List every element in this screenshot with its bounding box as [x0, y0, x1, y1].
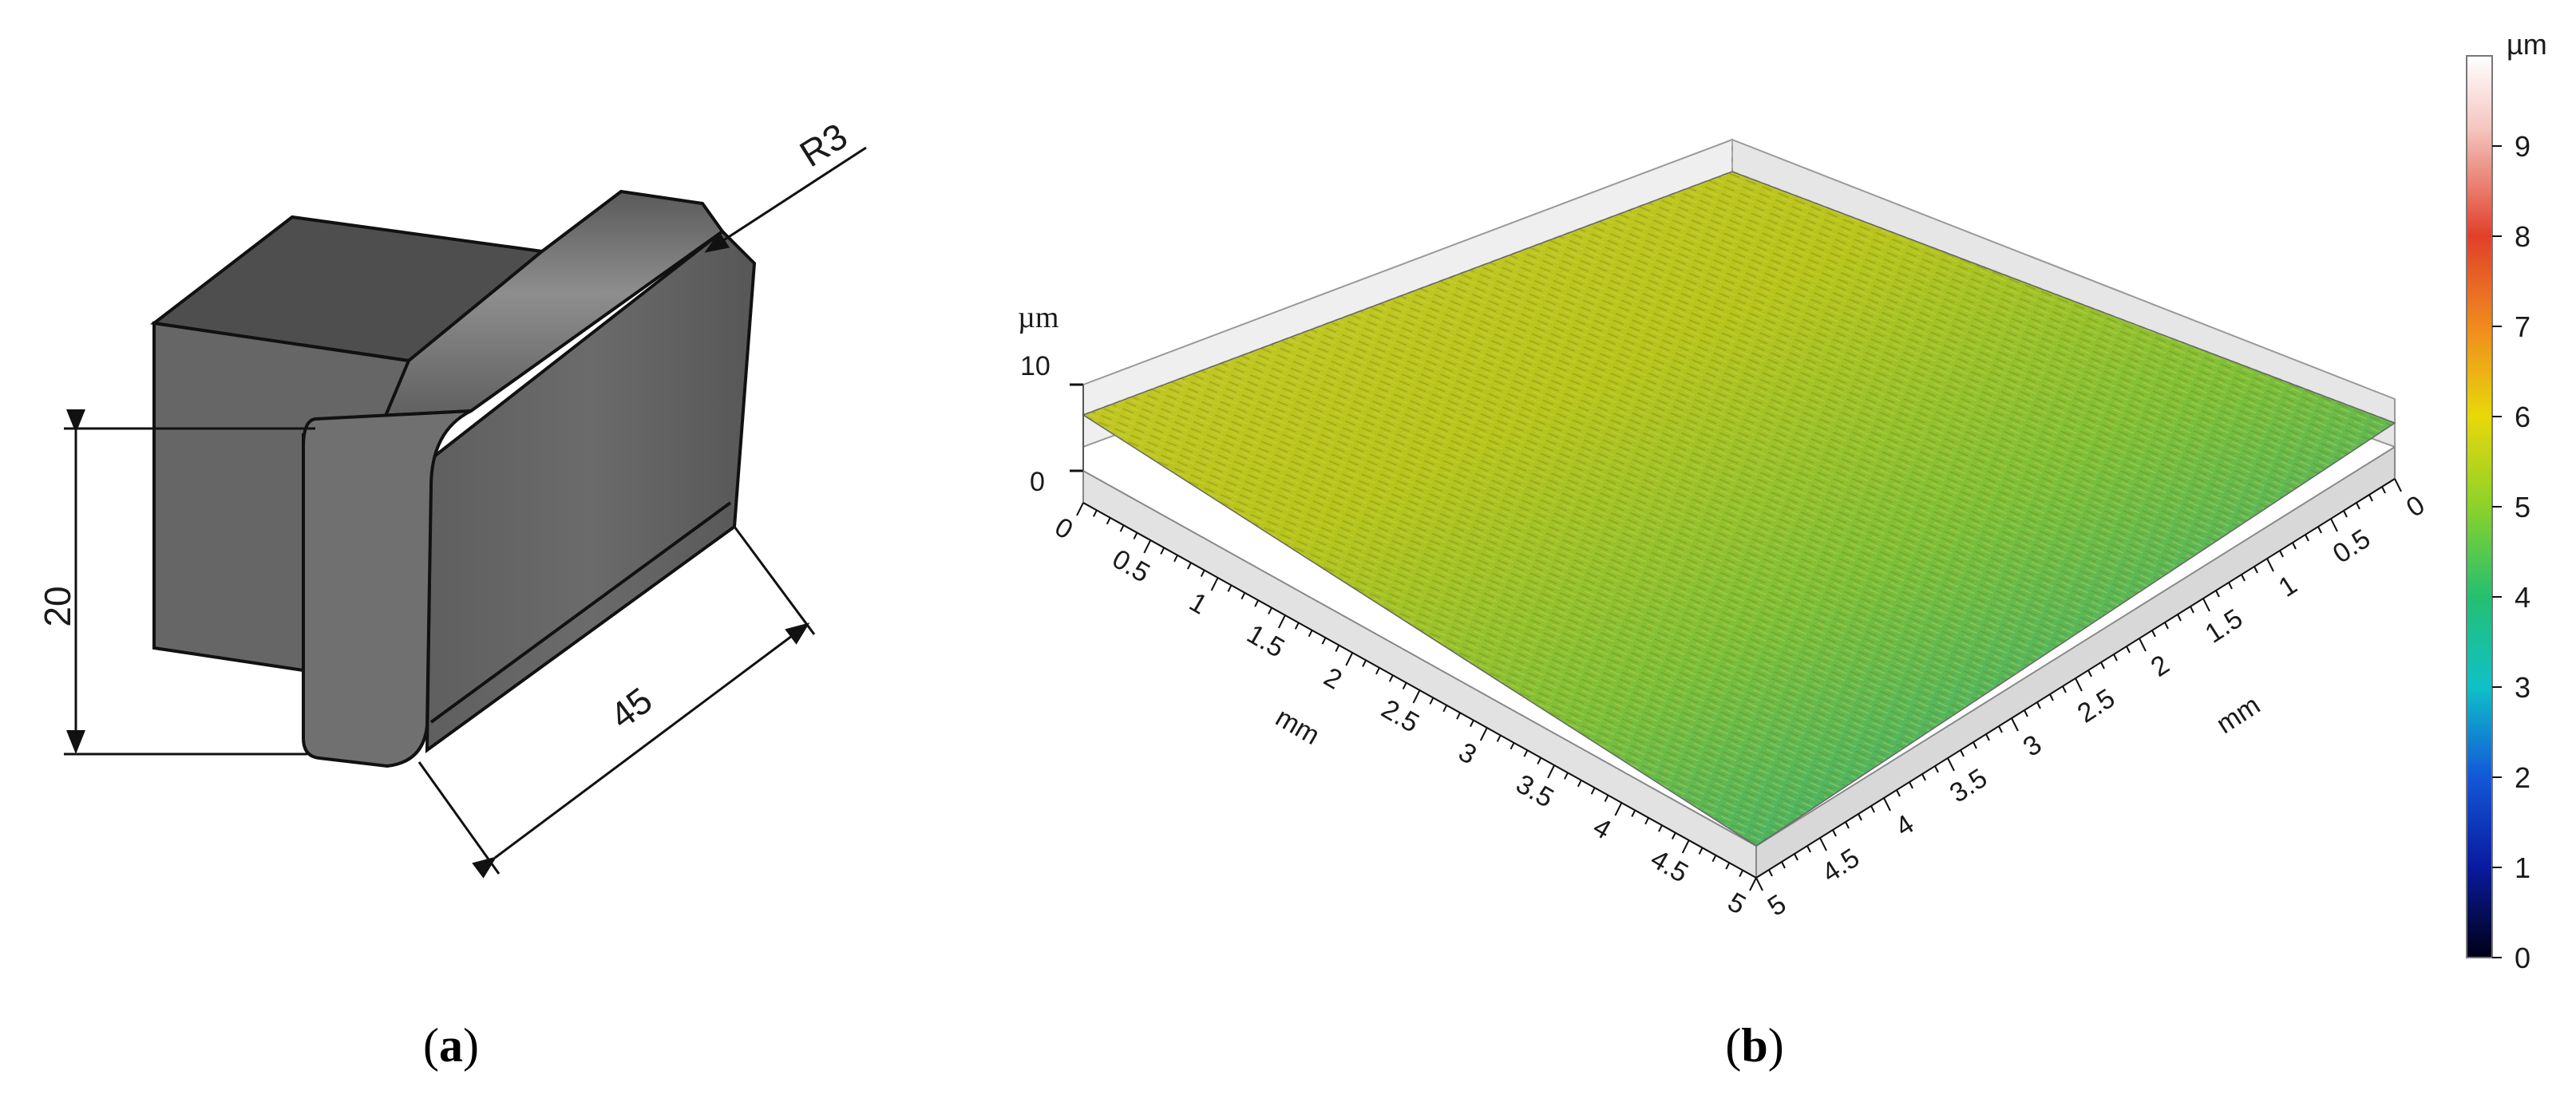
colorbar-tick-label: 5 — [2515, 491, 2530, 523]
x-tick-label: 0.5 — [1107, 543, 1155, 589]
colorbar-tick-label: 1 — [2515, 851, 2530, 884]
y-tick-label: 0.5 — [2328, 523, 2376, 570]
dimension-length-label: 45 — [602, 679, 659, 737]
x-tick-label: 1 — [1184, 587, 1212, 620]
z-tick-0: 0 — [1030, 467, 1045, 497]
z-axis-unit: µm — [1018, 301, 1058, 334]
caption-a: (a) — [423, 1019, 479, 1072]
caption-b: (b) — [1725, 1019, 1783, 1072]
colorbar-tick-label: 3 — [2515, 671, 2530, 704]
x-axis-left-label: mm — [1270, 702, 1324, 751]
dimension-height-label: 20 — [37, 586, 78, 626]
x-tick-label: 1.5 — [1241, 618, 1289, 664]
x-tick-label: 3 — [1454, 737, 1482, 770]
part-ridge-edge — [470, 230, 723, 413]
x-tick-label: 4 — [1588, 812, 1616, 845]
y-tick-label: 0 — [2401, 490, 2431, 523]
y-tick-label: 2 — [2146, 650, 2175, 683]
panel-b-surface-plot — [1082, 138, 2396, 879]
colorbar-tick-label: 7 — [2515, 310, 2530, 343]
colorbar-tick-label: 4 — [2515, 581, 2530, 614]
dimension-radius-label: R3 — [793, 115, 854, 175]
colorbar-tick-label: 9 — [2515, 130, 2530, 163]
y-tick-label: 4.5 — [1817, 843, 1865, 889]
y-tick-label: 2.5 — [2072, 683, 2120, 729]
dimension-height: 20 — [37, 409, 315, 756]
y-tick-label: 3.5 — [1945, 763, 1992, 809]
y-tick-label: 4 — [1890, 809, 1920, 843]
colorbar-unit: µm — [2507, 28, 2547, 61]
x-tick-label: 5 — [1723, 887, 1751, 920]
colorbar-ticks: 9 8 7 6 5 4 3 2 1 0 — [2492, 130, 2530, 974]
colorbar-tick-label: 6 — [2515, 401, 2530, 433]
x-tick-label: 3.5 — [1511, 768, 1559, 814]
y-axis-right-label: mm — [2211, 689, 2265, 740]
colorbar-tick-label: 0 — [2515, 942, 2530, 974]
z-tick-10: 10 — [1020, 351, 1051, 381]
x-tick-label: 0 — [1050, 512, 1078, 545]
y-tick-label: 1 — [2273, 570, 2303, 603]
colorbar-ramp — [2466, 55, 2493, 958]
y-tick-label: 1.5 — [2200, 603, 2248, 650]
y-tick-label: 3 — [2018, 729, 2048, 763]
x-tick-label: 2 — [1319, 662, 1347, 695]
colorbar: µm 9 8 7 6 5 4 3 2 1 0 — [2466, 28, 2547, 974]
x-tick-label: 4.5 — [1645, 843, 1693, 889]
z-axis: µm 10 0 — [1018, 301, 1084, 497]
part-front-profile — [302, 409, 472, 768]
panel-a-part-drawing — [150, 189, 757, 768]
colorbar-tick-label: 2 — [2515, 761, 2530, 794]
y-tick-label: 5 — [1763, 889, 1792, 922]
x-tick-label: 2.5 — [1376, 693, 1424, 739]
colorbar-tick-label: 8 — [2515, 220, 2530, 253]
dimension-radius: R3 — [704, 115, 867, 253]
